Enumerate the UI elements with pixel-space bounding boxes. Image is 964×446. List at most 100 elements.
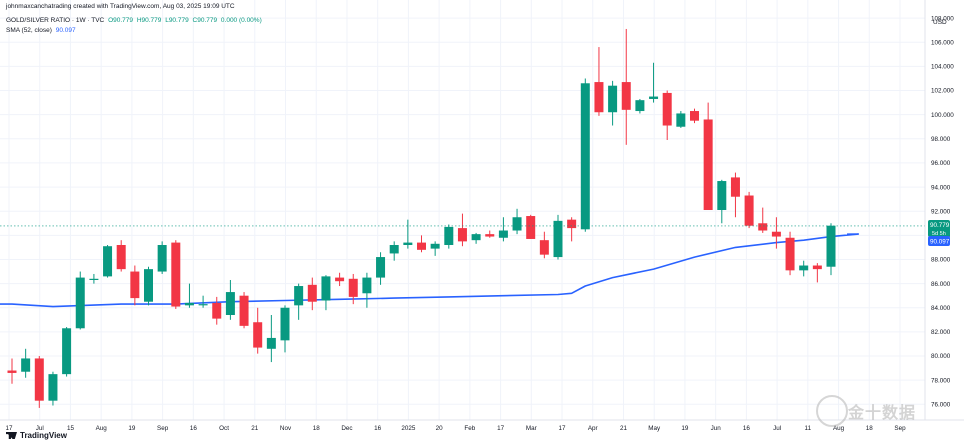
x-tick-label: Sep [894,425,906,432]
candle [225,280,235,320]
symbol-name[interactable]: GOLD/SILVER RATIO · 1W · TVC [6,17,105,24]
candle [75,271,85,330]
y-tick-label: 96.000 [931,160,951,167]
x-tick-label: 19 [128,425,136,432]
x-tick-label: Aug [96,425,108,432]
tradingview-brand[interactable]: TradingView [6,431,67,440]
x-tick-label: 2025 [401,425,416,432]
candle [266,315,276,363]
candle [512,208,522,235]
candle [116,240,126,272]
candle-body [116,245,126,270]
candle-body [594,82,604,113]
y-tick-label: 88.000 [931,257,951,264]
chart-caption: johnmaxcanchatrading created with Tradin… [6,3,235,10]
ohlc-close: C90.779 [192,17,218,24]
candle-body [417,242,426,250]
candle [103,245,113,278]
x-tick-label: Oct [219,425,229,432]
price-axis[interactable]: 76.000 78.000 80.000 82.000 84.000 86.000 88.0… [931,15,954,408]
ohlc-change: 0.000 (0.00%) [220,17,262,24]
y-tick-label: 106.000 [931,39,954,46]
ohlc-open: O90.779 [108,17,133,24]
candle-body [335,277,345,282]
y-tick-label: 92.000 [931,208,951,215]
candle-body [89,278,99,280]
candle-body [444,226,454,245]
candle-body [48,374,58,401]
candle-body [785,237,795,271]
candle-body [7,370,17,373]
candle [594,47,604,116]
candle [7,358,17,384]
candle [690,108,699,124]
y-tick-label: 102.000 [931,88,954,95]
candle [430,241,440,256]
y-tick-label: 84.000 [931,305,951,312]
candle-body [485,234,495,237]
last-price-tag [928,220,950,237]
x-tick-label: Nov [280,425,292,432]
x-tick-label: 21 [251,425,259,432]
candle-body [389,245,399,254]
candle [280,305,290,353]
candle [376,252,386,285]
candle-body [703,119,713,210]
candle [34,356,44,408]
candle-body [676,113,686,127]
candle [403,219,413,249]
x-tick-label: Apr [588,425,598,432]
x-tick-label: 21 [620,425,628,432]
x-tick-label: May [648,425,661,432]
candle-body [321,276,331,301]
candle [826,223,836,276]
candle-body [376,257,386,278]
candle [171,240,181,309]
y-tick-label: 98.000 [931,136,951,143]
watermark-logo-icon [816,395,848,427]
currency-label[interactable]: USD [933,19,947,26]
candle [799,260,809,277]
candle [703,102,713,210]
candle-body [198,304,208,306]
x-tick-label: 18 [313,425,321,432]
grid-lines [0,0,925,420]
last-price-tag-countdown: 5d 5h [932,231,946,237]
candle-body [21,358,31,372]
candle-body [362,277,372,294]
candle [457,213,467,247]
candle [498,217,508,242]
symbol-legend[interactable]: GOLD/SILVER RATIO · 1W · TVC O90.779 H90… [6,17,264,24]
candle [130,265,140,306]
time-axis[interactable]: 17 Jul 15 Aug 19 Sep 16 Oct 21 Nov 18 Dec 16 2025 20 Fe… [5,425,906,432]
candle [321,275,331,311]
candle-body [635,100,645,112]
x-tick-label: 16 [743,425,751,432]
candle [580,78,590,232]
candle [157,241,167,274]
candle [567,217,577,242]
candle-body [471,234,481,241]
indicator-legend[interactable]: SMA (52, close) 90.097 [6,27,78,34]
candle [812,263,822,283]
candle-body [457,228,467,242]
candle [730,172,740,218]
y-tick-label: 82.000 [931,329,951,336]
candle-body [690,111,699,121]
y-tick-label: 80.000 [931,353,951,360]
candle-body [649,96,659,99]
candle [444,224,454,249]
candle-body [294,286,304,306]
sma-label[interactable]: SMA (52, close) [6,27,52,34]
candle [608,80,618,126]
candle-body [812,265,822,270]
candle [144,266,153,306]
sma-line [0,233,860,308]
candle [21,348,31,378]
candle-body [567,219,577,229]
x-tick-label: Feb [464,425,475,432]
candle [212,296,222,325]
candle-body [621,82,631,110]
sma-layer [0,233,860,308]
